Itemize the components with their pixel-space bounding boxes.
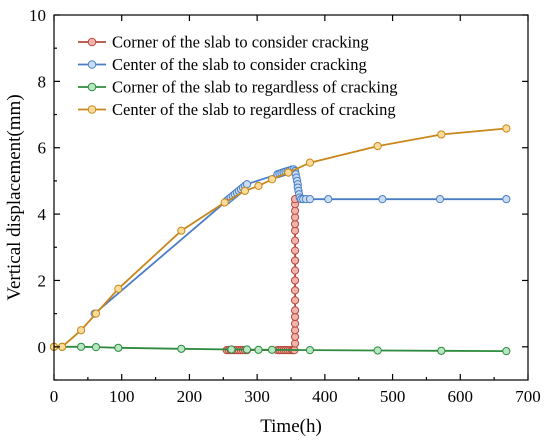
data-point xyxy=(290,246,300,255)
data-point xyxy=(435,195,445,204)
data-point xyxy=(290,206,300,215)
data-point xyxy=(305,195,315,204)
x-tick-label: 400 xyxy=(312,387,338,406)
x-tick-label: 100 xyxy=(109,387,135,406)
data-point xyxy=(240,186,250,195)
data-point xyxy=(290,326,300,335)
data-point xyxy=(290,319,300,328)
series-1 xyxy=(222,195,300,355)
data-point xyxy=(242,345,252,354)
data-point xyxy=(114,284,123,293)
data-point xyxy=(220,198,229,207)
axes-layer: 0 100 200 300 400 500 600 700 0 2 4 6 8 10 xyxy=(29,6,541,406)
data-point xyxy=(502,124,511,133)
data-point xyxy=(290,276,300,285)
data-point xyxy=(254,181,263,190)
data-point xyxy=(290,339,300,348)
data-point xyxy=(242,180,252,189)
data-point xyxy=(502,347,511,356)
legend-label: Corner of the slab to consider cracking xyxy=(112,33,369,52)
x-tick-label: 700 xyxy=(515,387,541,406)
data-point xyxy=(290,226,300,235)
x-tick-label: 200 xyxy=(177,387,203,406)
series-line xyxy=(54,127,507,348)
series-layer xyxy=(49,124,511,356)
data-point xyxy=(437,130,446,139)
legend-item: Center of the slab to regardless of crac… xyxy=(78,100,396,119)
data-point xyxy=(254,345,263,354)
y-tick-label: 4 xyxy=(38,205,47,224)
legend-label: Center of the slab to consider cracking xyxy=(112,55,367,74)
legend-label: Center of the slab to regardless of crac… xyxy=(112,100,396,119)
series-line xyxy=(226,199,297,352)
legend-item: Corner of the slab to regardless of crac… xyxy=(78,78,397,97)
data-point xyxy=(373,346,382,355)
data-point xyxy=(290,219,300,229)
data-point xyxy=(290,332,300,341)
x-tick-label: 0 xyxy=(50,387,59,406)
data-point xyxy=(290,306,300,315)
data-point xyxy=(284,168,293,177)
y-tick-label: 2 xyxy=(38,271,47,290)
data-point xyxy=(305,346,315,355)
data-point xyxy=(267,345,277,354)
data-point xyxy=(290,312,300,322)
legend: Corner of the slab to consider cracking C… xyxy=(78,33,397,119)
legend-label: Corner of the slab to regardless of crac… xyxy=(112,78,397,97)
series-2 xyxy=(90,165,511,318)
data-point xyxy=(437,346,446,355)
y-axis-title: Vertical displacement(mm) xyxy=(4,94,25,300)
legend-swatch-marker xyxy=(87,105,97,114)
data-point xyxy=(91,309,101,318)
legend-swatch-marker xyxy=(87,60,97,69)
data-point xyxy=(267,175,277,184)
y-tick-label: 6 xyxy=(38,139,47,158)
data-point xyxy=(290,256,300,265)
data-point xyxy=(76,342,86,351)
data-point xyxy=(502,195,511,204)
series-4 xyxy=(49,124,511,351)
data-point xyxy=(76,326,86,335)
data-point xyxy=(177,344,186,353)
y-tick-label: 0 xyxy=(38,338,47,357)
x-tick-label: 300 xyxy=(244,387,270,406)
data-point xyxy=(373,141,382,151)
data-point xyxy=(290,236,300,245)
legend-swatch-marker xyxy=(87,82,97,92)
legend-item: Center of the slab to consider cracking xyxy=(78,55,367,74)
data-point xyxy=(305,158,315,167)
data-point xyxy=(177,226,186,235)
data-point xyxy=(290,286,300,295)
data-point xyxy=(114,343,123,352)
data-point xyxy=(227,345,236,354)
x-tick-label: 500 xyxy=(380,387,406,406)
data-point xyxy=(290,266,300,275)
data-point xyxy=(290,213,300,222)
y-tick-label: 10 xyxy=(29,6,46,25)
legend-swatch-marker xyxy=(87,37,97,47)
data-point xyxy=(290,296,300,305)
y-tick-label: 8 xyxy=(38,72,47,91)
legend-item: Corner of the slab to consider cracking xyxy=(78,33,369,52)
data-point xyxy=(378,195,387,204)
data-point xyxy=(324,195,333,204)
x-axis-title: Time(h) xyxy=(260,416,322,437)
data-point xyxy=(91,343,101,352)
x-tick-label: 600 xyxy=(448,387,474,406)
